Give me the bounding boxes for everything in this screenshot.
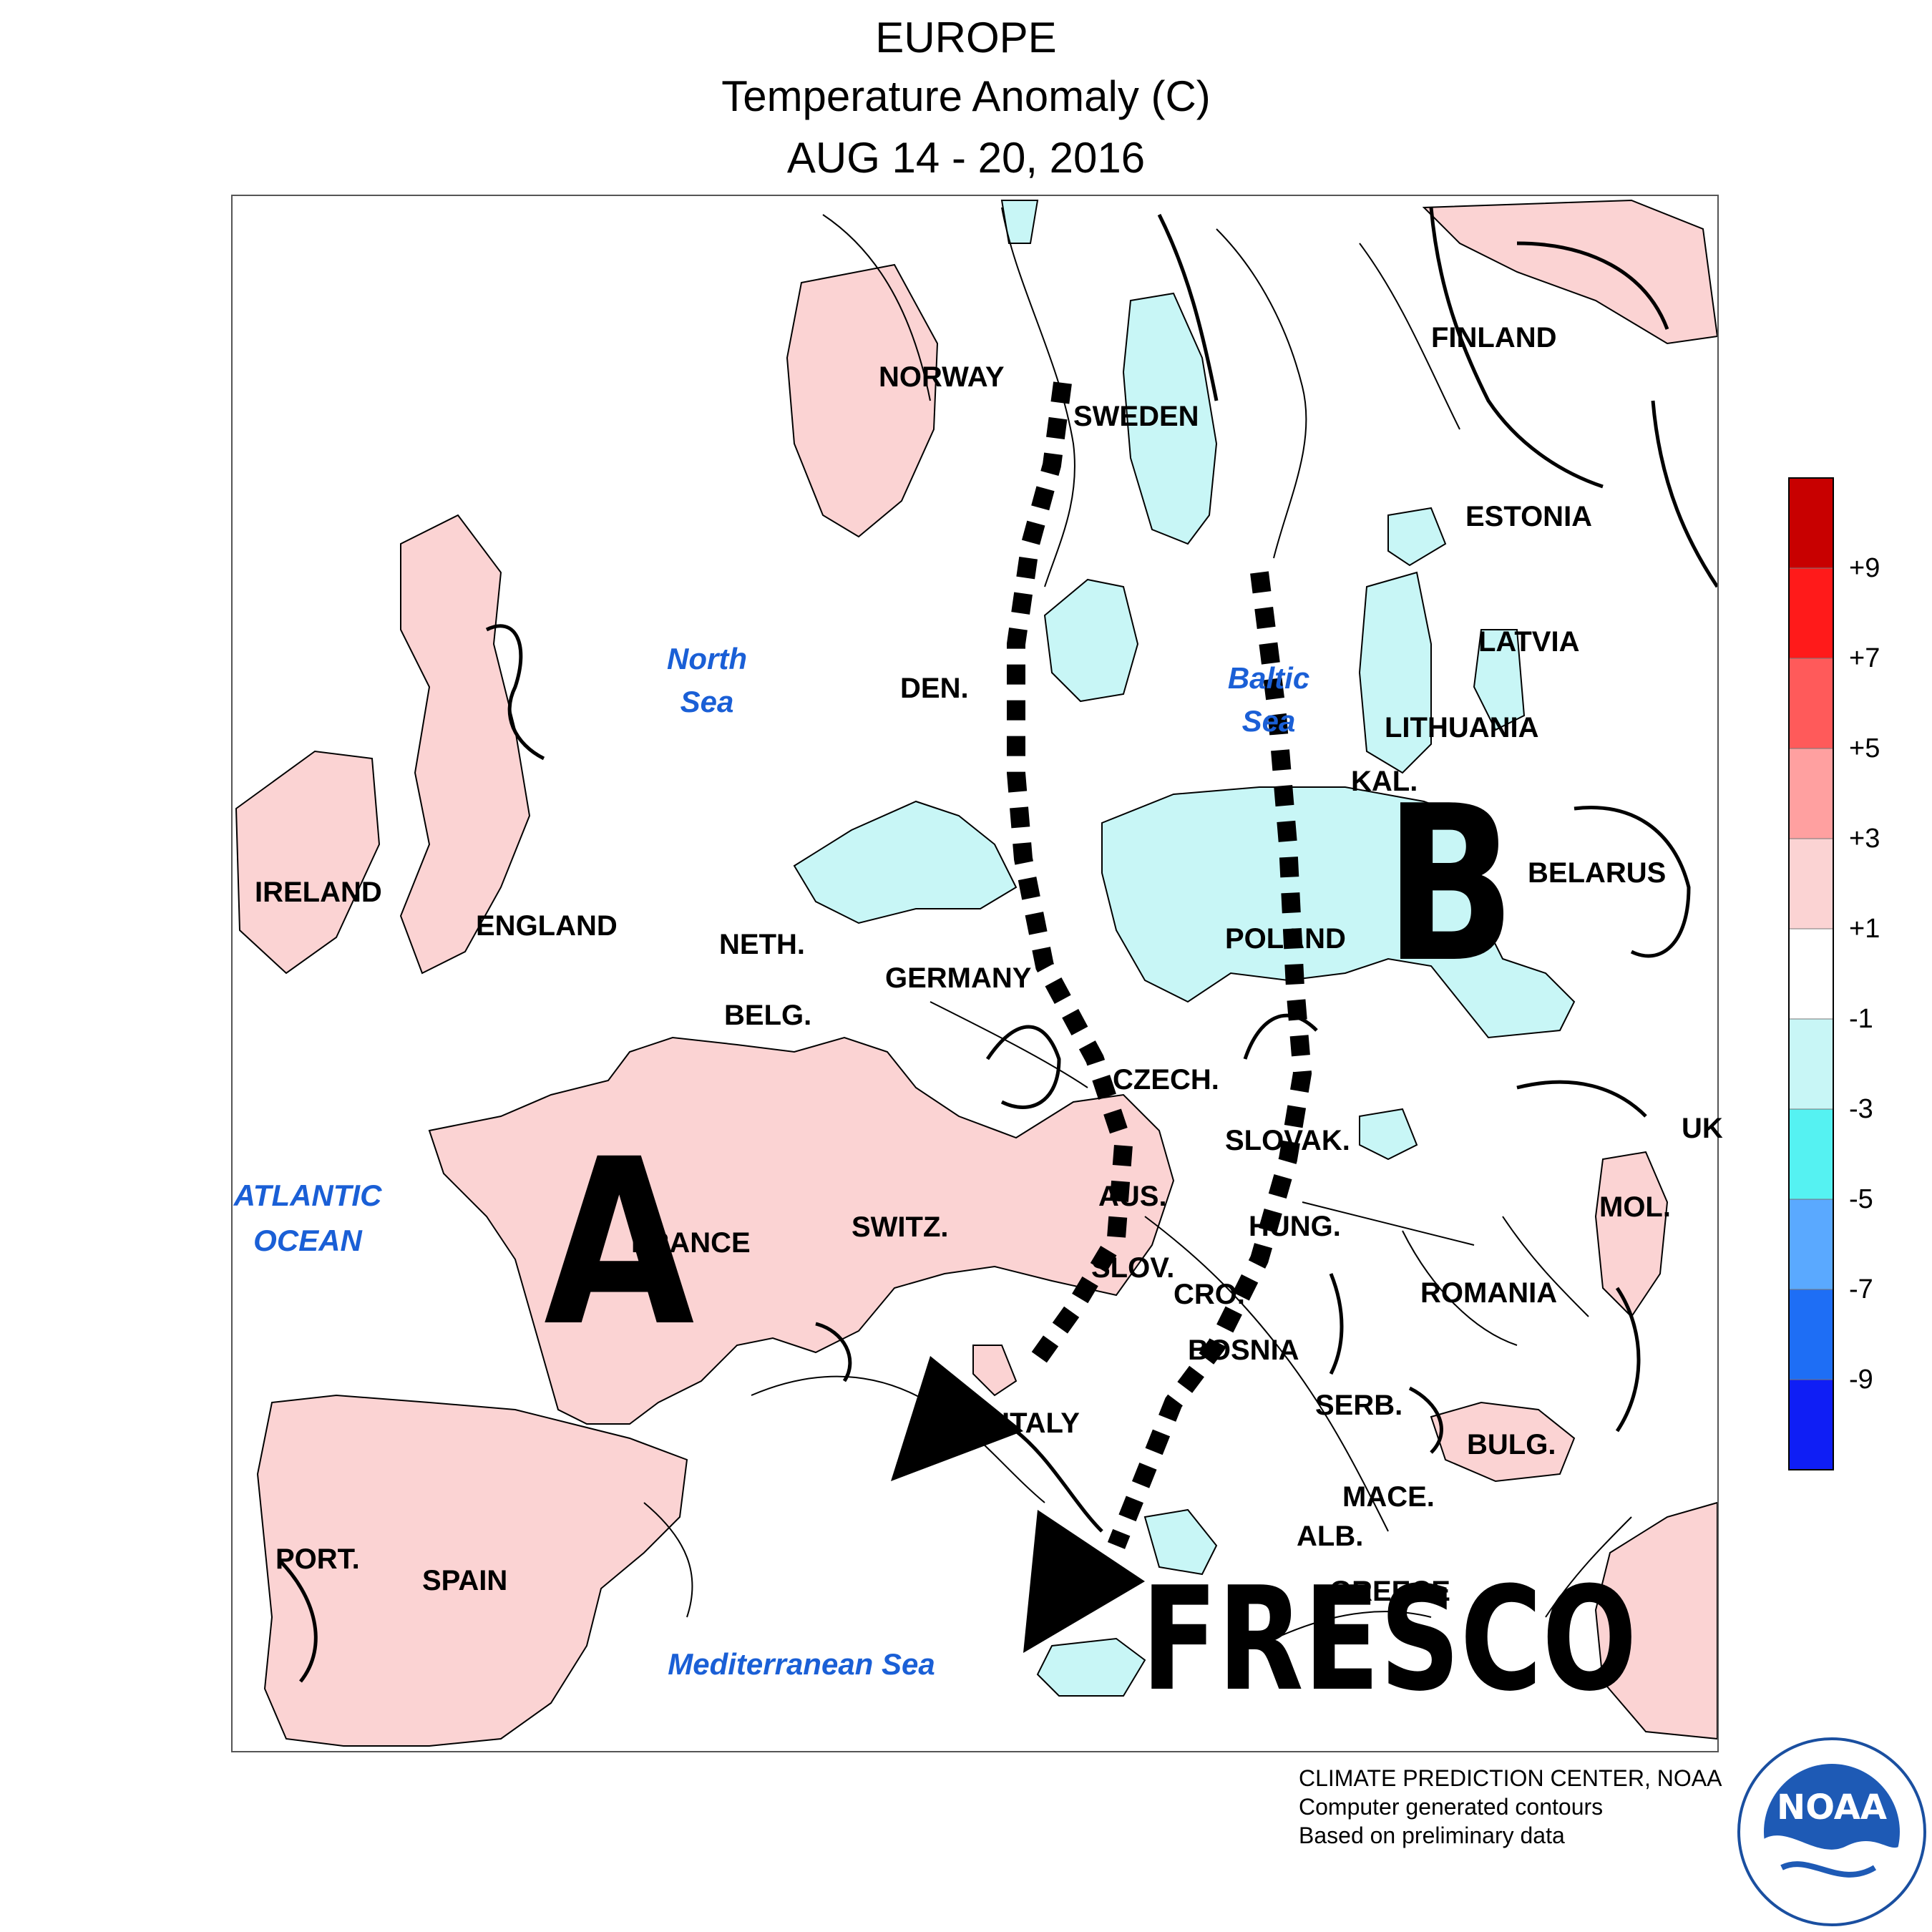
label-croatia: CRO. xyxy=(1174,1279,1245,1310)
label-czech: CZECH. xyxy=(1113,1064,1219,1096)
label-latvia: LATVIA xyxy=(1478,626,1579,658)
label-north-sea-2: Sea xyxy=(680,685,734,718)
annotation-b: B xyxy=(1385,761,1516,1010)
label-austria: AUS. xyxy=(1098,1181,1167,1212)
label-albania: ALB. xyxy=(1297,1521,1363,1552)
legend-bin-9 xyxy=(1788,1289,1834,1380)
label-lithuania: LITHUANIA xyxy=(1385,712,1539,743)
country-labels: NORWAY SWEDEN FINLAND ESTONIA LATVIA LIT… xyxy=(255,322,1723,1607)
map-date-range: AUG 14 - 20, 2016 xyxy=(786,134,1146,182)
label-serbia: SERB. xyxy=(1315,1390,1402,1421)
label-denmark: DEN. xyxy=(900,673,969,704)
legend-label: +1 xyxy=(1849,914,1880,944)
legend-label: +9 xyxy=(1849,553,1880,583)
label-greece: GREECE xyxy=(1330,1576,1450,1607)
legend-bin-3 xyxy=(1788,748,1834,839)
dotted-dividers xyxy=(1007,381,1312,1549)
label-bosnia: BOSNIA xyxy=(1188,1335,1299,1366)
label-italy: ITALY xyxy=(1002,1407,1080,1439)
label-romania: ROMANIA xyxy=(1420,1277,1557,1309)
credit-line-2: Computer generated contours xyxy=(1299,1794,1604,1820)
credit-line-3: Based on preliminary data xyxy=(1299,1823,1565,1848)
legend-label: -5 xyxy=(1849,1184,1873,1214)
label-england: ENGLAND xyxy=(476,910,618,942)
label-germany: GERMANY xyxy=(885,962,1032,994)
noaa-logo-text: NOAA xyxy=(1777,1787,1887,1828)
legend-label: +5 xyxy=(1849,733,1880,763)
legend-bin-5 xyxy=(1788,928,1834,1020)
label-finland: FINLAND xyxy=(1431,322,1557,353)
label-slovakia: SLOVAK. xyxy=(1225,1125,1350,1156)
annotation-fresco: FRESCO xyxy=(1141,1557,1637,1723)
label-kaliningrad: KAL. xyxy=(1351,766,1418,797)
legend-bin-8 xyxy=(1788,1199,1834,1290)
legend-bin-2 xyxy=(1788,658,1834,749)
map-panel xyxy=(232,195,1718,1752)
sea-labels: North Sea Baltic Sea ATLANTIC OCEAN Medi… xyxy=(233,642,1310,1681)
legend-label: -1 xyxy=(1849,1004,1873,1034)
label-north-sea: North xyxy=(667,642,747,675)
legend-label: -9 xyxy=(1849,1365,1873,1395)
map-subtitle: Temperature Anomaly (C) xyxy=(721,72,1211,120)
zero-anomaly-contours xyxy=(278,207,1718,1683)
legend-label: +3 xyxy=(1849,824,1880,854)
legend-bin-7 xyxy=(1788,1108,1834,1200)
label-moldova: MOL. xyxy=(1599,1191,1671,1223)
label-baltic-sea-2: Sea xyxy=(1242,704,1296,738)
label-switzerland: SWITZ. xyxy=(852,1211,949,1243)
label-ireland: IRELAND xyxy=(255,877,382,908)
cool-anomaly-areas xyxy=(793,200,1576,1697)
label-spain: SPAIN xyxy=(422,1565,507,1596)
label-sweden: SWEDEN xyxy=(1073,401,1199,432)
label-atlantic-ocean-2: OCEAN xyxy=(253,1224,363,1257)
label-poland: POLAND xyxy=(1225,923,1346,955)
label-belarus: BELARUS xyxy=(1528,857,1666,889)
label-bulgaria: BULG. xyxy=(1467,1429,1556,1460)
label-france: FRANCE xyxy=(631,1227,751,1259)
label-macedonia: MACE. xyxy=(1342,1481,1435,1513)
annotations: A B FRESCO xyxy=(544,761,1637,1723)
legend-label: +7 xyxy=(1849,643,1880,673)
legend-bin-4 xyxy=(1788,838,1834,930)
contour-lines xyxy=(643,207,1632,1646)
label-slovenia: SLOV. xyxy=(1091,1252,1174,1284)
arrowheads xyxy=(891,1356,1145,1653)
label-netherlands: NETH. xyxy=(719,929,805,960)
label-estonia: ESTONIA xyxy=(1465,501,1592,532)
label-norway: NORWAY xyxy=(879,361,1005,393)
map-frame xyxy=(231,195,1719,1752)
label-belgium: BELG. xyxy=(724,1000,811,1031)
label-mediterranean: Mediterranean Sea xyxy=(668,1647,935,1681)
legend-frame xyxy=(1788,477,1834,1470)
warm-anomaly-areas xyxy=(235,199,1718,1747)
map-title: EUROPE xyxy=(875,14,1057,62)
legend-bin-6 xyxy=(1788,1018,1834,1110)
legend-bin-1 xyxy=(1788,567,1834,659)
credits: CLIMATE PREDICTION CENTER, NOAA Computer… xyxy=(1299,1764,1722,1850)
label-baltic-sea: Baltic xyxy=(1228,661,1309,695)
annotation-a: A xyxy=(544,1111,696,1377)
legend-bin-0 xyxy=(1788,477,1834,569)
label-atlantic-ocean: ATLANTIC xyxy=(233,1179,383,1212)
credit-line-1: CLIMATE PREDICTION CENTER, NOAA xyxy=(1299,1765,1722,1791)
legend-label: -7 xyxy=(1849,1274,1873,1304)
label-hungary: HUNG. xyxy=(1249,1211,1341,1242)
label-portugal: PORT. xyxy=(275,1543,360,1575)
label-ukraine: UK xyxy=(1682,1113,1723,1144)
legend-bin-10 xyxy=(1788,1379,1834,1470)
legend-label: -3 xyxy=(1849,1094,1873,1124)
noaa-logo: NOAA xyxy=(1737,1737,1926,1926)
legend: +9 +7 +5 +3 +1 -1 -3 -5 -7 -9 xyxy=(1788,477,1880,1470)
